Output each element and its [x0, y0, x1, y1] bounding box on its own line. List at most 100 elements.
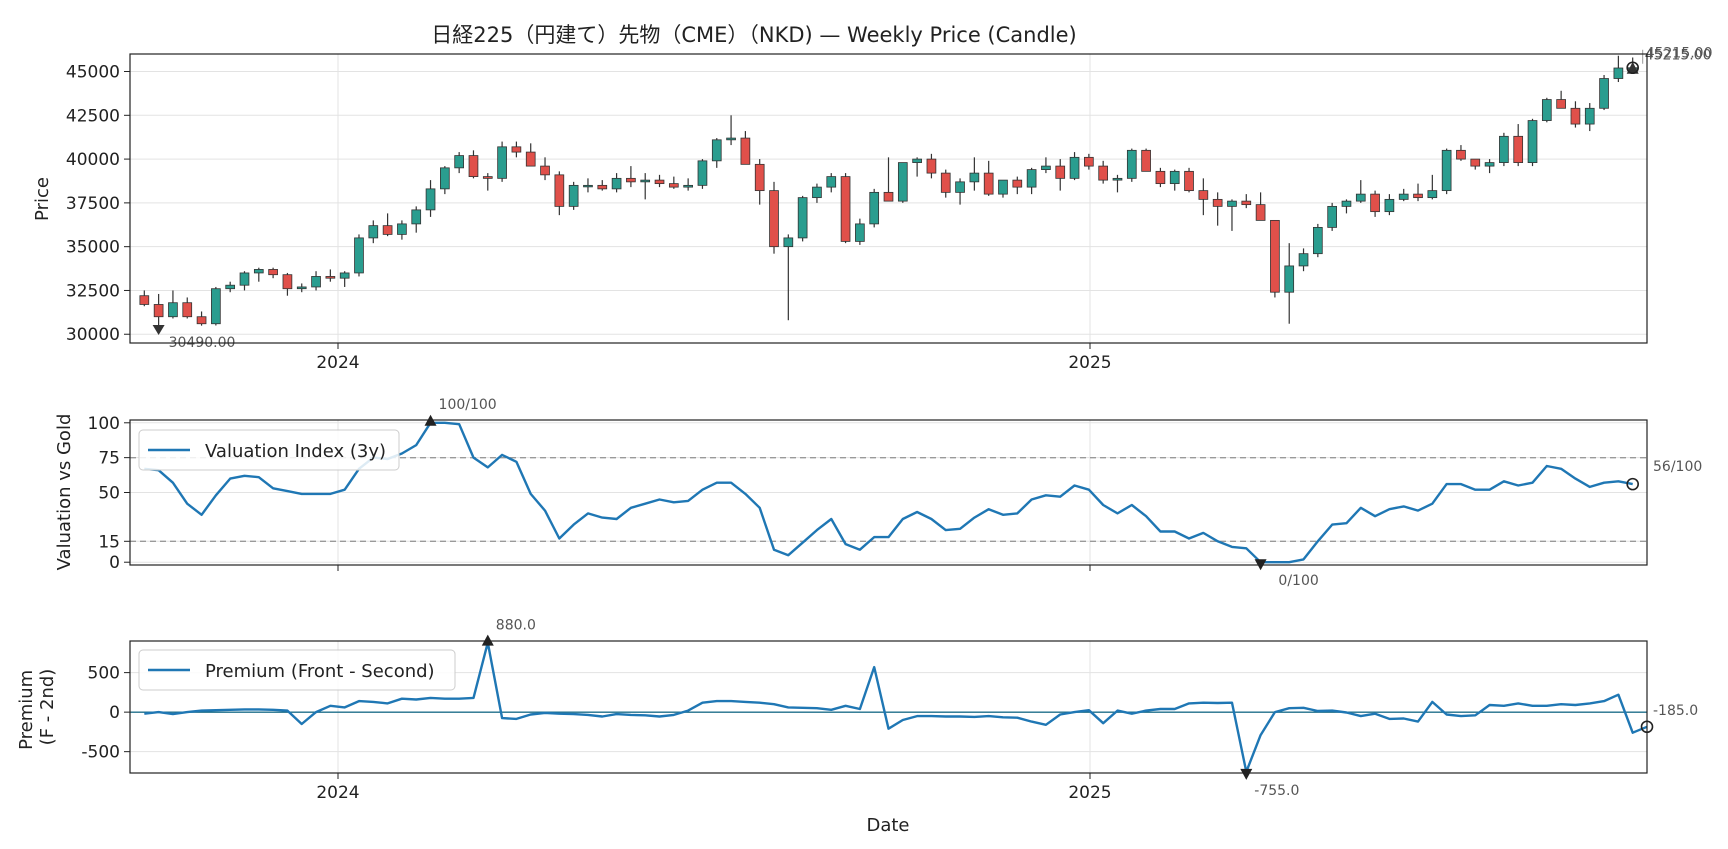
price-ytick-label-2: 35000 — [66, 238, 120, 258]
x-axis-label: Date — [866, 815, 909, 836]
price-ytick-label-5: 42500 — [66, 106, 120, 126]
candle-body-85 — [1355, 193, 1366, 202]
chart-title: 日経225（円建て）先物（CME）（NKD) — Weekly Price (C… — [431, 23, 1077, 47]
price-ytick-label-0: 30000 — [66, 325, 120, 345]
price-max-label: 45215.00 — [1646, 46, 1713, 62]
candle-body-2 — [168, 302, 178, 318]
candle-body-17 — [382, 225, 393, 235]
premium-xtick-label-0: 2024 — [316, 783, 359, 803]
candle-body-88 — [1398, 193, 1409, 200]
candle-body-24 — [482, 176, 493, 179]
candle-body-68 — [1112, 177, 1123, 181]
candle-body-82 — [1313, 226, 1323, 255]
valuation-max-label: 100/100 — [439, 397, 497, 413]
premium-series-line — [144, 641, 1648, 773]
candle-body-67 — [1098, 165, 1109, 181]
candle-body-6 — [225, 284, 236, 290]
valuation-ytick-label-1: 15 — [98, 532, 120, 552]
candle-body-0 — [139, 295, 150, 305]
candle-body-12 — [311, 276, 321, 288]
candle-body-65 — [1069, 156, 1080, 179]
price-axis-label: Price — [32, 177, 53, 221]
candle-body-94 — [1484, 162, 1495, 167]
candle-body-92 — [1456, 149, 1466, 160]
candle-body-35 — [640, 179, 651, 183]
candle-body-64 — [1055, 165, 1066, 179]
premium-panel: -500 0 500 2024 2025 880.0 -755.0 -185.0 Prem… — [16, 618, 1698, 836]
candle-body-54 — [912, 158, 922, 163]
valuation-last-label: 56/100 — [1653, 459, 1702, 475]
candle-body-9 — [268, 269, 278, 276]
candle-body-1 — [153, 304, 164, 318]
price-panel: 30000 32500 35000 37500 40000 42500 45000 2024… — [32, 46, 1713, 373]
candle-body-74 — [1198, 190, 1209, 200]
candle-body-11 — [296, 286, 307, 290]
price-xtick-label-0: 2024 — [316, 353, 359, 373]
premium-legend: Premium (Front - Second) — [138, 649, 456, 691]
candle-body-76 — [1227, 200, 1237, 207]
candle-body-59 — [983, 172, 994, 195]
candle-body-47 — [812, 186, 822, 199]
price-ytick-label-1: 32500 — [66, 281, 120, 301]
premium-legend-box — [138, 649, 456, 691]
valuation-legend-box — [138, 429, 400, 471]
candle-body-31 — [583, 184, 593, 188]
candle-body-29 — [554, 174, 565, 207]
candle-body-30 — [568, 184, 579, 207]
candle-body-3 — [182, 302, 193, 318]
candle-body-34 — [626, 177, 636, 183]
premium-last-label: -185.0 — [1653, 703, 1698, 719]
price-min-marker — [152, 324, 165, 335]
candle-body-81 — [1298, 253, 1309, 267]
valuation-legend: Valuation Index (3y) — [138, 429, 400, 471]
candle-body-101 — [1584, 107, 1595, 125]
candle-body-39 — [697, 160, 708, 186]
candle-body-27 — [525, 151, 536, 167]
candle-body-22 — [454, 155, 464, 169]
candle-body-28 — [540, 165, 550, 176]
candle-body-86 — [1370, 193, 1380, 213]
candle-body-44 — [769, 190, 779, 248]
candle-body-62 — [1026, 169, 1037, 188]
candle-body-40 — [711, 139, 722, 162]
price-ytick-label-4: 40000 — [66, 150, 120, 170]
candle-body-48 — [826, 176, 837, 188]
premium-ytick-label-0: -500 — [81, 743, 120, 763]
premium-max-marker — [481, 634, 494, 646]
price-panel-frame — [129, 53, 1648, 344]
candle-body-84 — [1341, 200, 1352, 207]
candle-body-7 — [239, 272, 250, 286]
price-ytick-label-6: 45000 — [66, 63, 120, 83]
candle-body-55 — [926, 158, 937, 174]
price-last-marker — [1626, 61, 1639, 75]
premium-ytick-label-2: 500 — [88, 664, 120, 684]
candle-body-83 — [1327, 205, 1337, 228]
premium-panel-frame — [129, 640, 1648, 774]
candle-body-69 — [1126, 149, 1137, 179]
valuation-legend-label: Valuation Index (3y) — [205, 441, 386, 462]
candle-body-78 — [1255, 204, 1266, 221]
candle-body-103 — [1613, 67, 1624, 79]
candle-body-90 — [1427, 190, 1438, 199]
candle-body-38 — [683, 184, 693, 188]
valuation-ytick-label-4: 100 — [88, 414, 120, 434]
candle-body-58 — [969, 172, 980, 183]
candle-body-23 — [468, 155, 479, 178]
premium-axis-label-line2: (F - 2nd) — [37, 669, 58, 746]
price-xtick-label-1: 2025 — [1068, 353, 1111, 373]
candle-body-61 — [1012, 179, 1023, 188]
candle-body-32 — [597, 184, 608, 190]
candle-body-33 — [611, 177, 622, 190]
candle-body-91 — [1441, 149, 1452, 192]
candle-body-42 — [740, 137, 751, 165]
candle-body-80 — [1284, 265, 1295, 293]
candle-body-41 — [726, 137, 736, 141]
candle-body-46 — [797, 197, 808, 239]
candle-body-19 — [411, 209, 422, 225]
premium-legend-label: Premium (Front - Second) — [205, 661, 435, 682]
candle-body-93 — [1470, 158, 1481, 167]
candle-body-43 — [754, 163, 765, 192]
candle-body-10 — [282, 274, 293, 290]
valuation-ytick-label-3: 75 — [98, 449, 120, 469]
valuation-last-marker — [1626, 477, 1639, 491]
